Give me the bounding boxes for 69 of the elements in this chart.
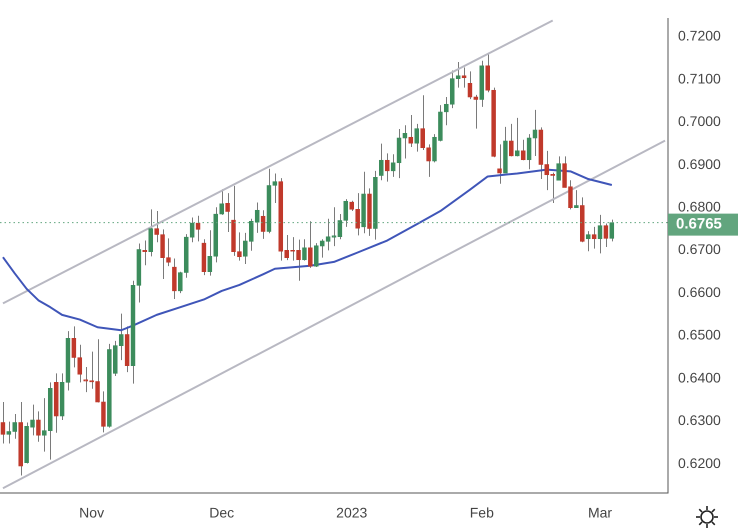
y-tick-label: 0.6500 xyxy=(678,326,722,343)
candlestick xyxy=(142,240,148,266)
candlestick xyxy=(556,156,561,181)
candlestick xyxy=(101,390,106,433)
candlestick xyxy=(586,230,591,252)
candlestick xyxy=(30,404,35,436)
candlestick xyxy=(568,180,573,210)
candlestick xyxy=(95,338,100,403)
candlestick xyxy=(468,70,472,100)
candlestick xyxy=(332,206,336,247)
candlestick xyxy=(497,144,502,184)
candlestick xyxy=(12,413,18,440)
y-tick-label: 0.6200 xyxy=(678,454,722,471)
candlestick xyxy=(384,152,390,182)
y-tick-label: 0.6300 xyxy=(678,412,722,428)
candlestick xyxy=(172,258,177,300)
candlestick xyxy=(509,123,514,157)
candlestick xyxy=(610,219,614,242)
y-tick-label: 0.6800 xyxy=(678,198,722,214)
candlestick xyxy=(532,109,538,156)
candlestick xyxy=(260,210,266,240)
candlestick xyxy=(338,214,342,240)
y-tick-label: 0.7100 xyxy=(678,70,722,86)
y-tick-label: 0.7200 xyxy=(678,28,722,44)
y-tick-label: 0.6900 xyxy=(678,156,722,172)
candlestick xyxy=(0,402,6,444)
candlestick xyxy=(390,154,396,178)
candlestick xyxy=(598,214,602,254)
candlestick xyxy=(178,271,183,294)
x-tick-label: Feb xyxy=(470,504,494,520)
candlestick xyxy=(562,156,567,188)
candlestick xyxy=(272,172,278,204)
y-tick-label: 0.6700 xyxy=(678,241,722,258)
x-tick-label: Dec xyxy=(209,504,234,520)
candlestick xyxy=(296,239,301,282)
candlestick xyxy=(36,410,41,442)
x-tick-label: Nov xyxy=(79,504,104,520)
y-tick-label: 0.6600 xyxy=(678,284,722,300)
candlestick xyxy=(308,220,313,268)
candlestick xyxy=(219,188,224,216)
candlestick xyxy=(166,238,171,267)
y-tick-label: 0.7000 xyxy=(678,113,722,130)
candlestick xyxy=(574,190,579,208)
candlestick xyxy=(154,210,159,243)
candlestick xyxy=(302,238,307,262)
ref-line-label: 0.6765 xyxy=(676,216,722,233)
candlestick xyxy=(604,222,608,248)
candlestick xyxy=(514,117,520,157)
candlestick xyxy=(414,123,420,152)
candlestick xyxy=(592,226,596,250)
candlestick xyxy=(160,228,165,280)
candlestick xyxy=(343,198,348,228)
candlestick xyxy=(432,134,437,163)
candlestick xyxy=(526,134,532,170)
candlestick xyxy=(225,192,230,232)
candlestick xyxy=(402,124,408,160)
candlestick xyxy=(408,114,414,148)
x-tick-label: 2023 xyxy=(336,504,368,520)
y-tick-label: 0.6400 xyxy=(678,369,722,386)
candlestick xyxy=(196,215,200,242)
candlestick xyxy=(148,208,154,257)
candlestick xyxy=(6,421,12,444)
x-tick-label: Mar xyxy=(588,504,612,520)
candlestick xyxy=(520,139,526,161)
candlestick xyxy=(72,326,76,368)
candlestick xyxy=(378,143,384,181)
candlestick xyxy=(474,94,478,130)
candlestick xyxy=(77,344,82,383)
candlestick xyxy=(396,128,402,179)
